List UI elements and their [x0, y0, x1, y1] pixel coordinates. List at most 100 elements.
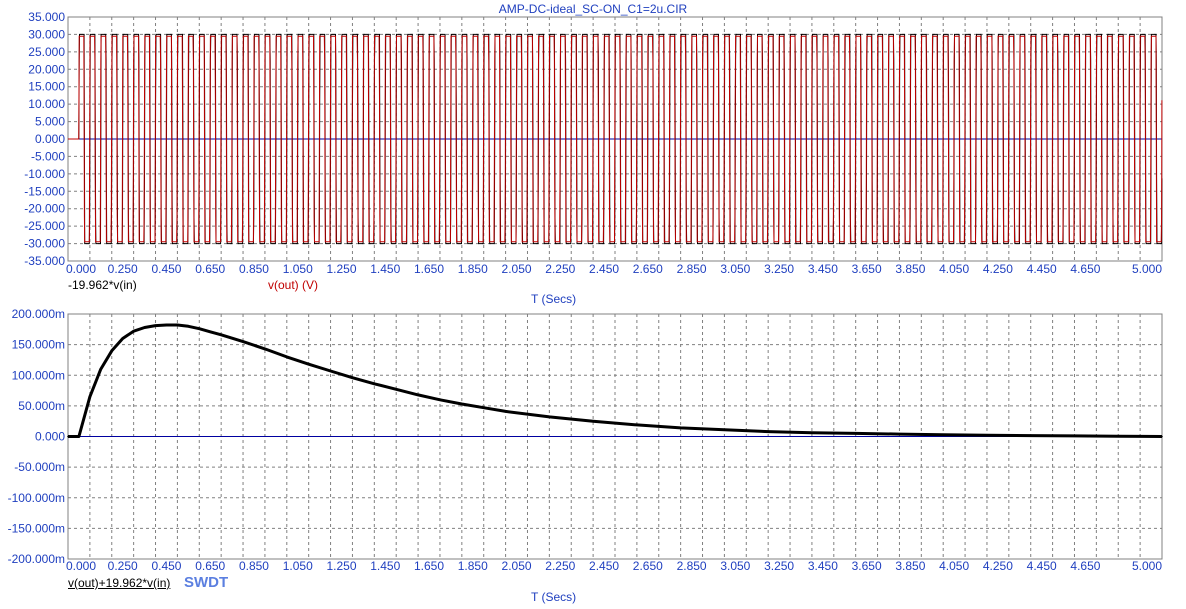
x-tick-label: 0.850 — [239, 559, 269, 573]
x-tick-label: 1.450 — [370, 559, 400, 573]
y-tick-label: 10.000 — [28, 97, 65, 111]
x-tick-label: 1.650 — [414, 559, 444, 573]
data-point — [67, 435, 69, 438]
x-tick-label: 0.000 — [66, 559, 96, 573]
x-tick-label: 2.850 — [677, 559, 707, 573]
x-tick-label: 0.000 — [66, 262, 96, 276]
x-tick-label: 3.850 — [895, 262, 925, 276]
data-point — [100, 368, 102, 370]
x-tick-label: 1.250 — [326, 559, 356, 573]
y-tick-label: -30.000 — [24, 237, 65, 251]
y-tick-label: -10.000 — [24, 167, 65, 181]
legend-gain-in: -19.962*v(in) — [68, 278, 137, 292]
y-tick-label: 15.000 — [28, 80, 65, 94]
x-tick-label: 3.650 — [852, 262, 882, 276]
y-tick-label: -5.000 — [31, 149, 65, 163]
data-point — [1161, 435, 1163, 438]
y-tick-label: -20.000 — [24, 202, 65, 216]
x-tick-label: 2.650 — [633, 262, 663, 276]
x-tick-label: 2.250 — [545, 559, 575, 573]
x-tick-label: 4.250 — [983, 559, 1013, 573]
data-point — [636, 424, 638, 426]
x-tick-label: 1.450 — [370, 262, 400, 276]
y-tick-label: -35.000 — [24, 254, 65, 268]
x-tick-label: 2.450 — [589, 559, 619, 573]
y-tick-label: 30.000 — [28, 27, 65, 41]
y-tick-label: -15.000 — [24, 184, 65, 198]
x-tick-label: 4.050 — [939, 559, 969, 573]
top-chart: 35.000 30.000 25.000 20.000 15.000 10.000 5.00… — [24, 10, 1163, 276]
data-point — [395, 388, 398, 391]
series-vout — [68, 35, 1163, 243]
x-tick-label: 4.050 — [939, 262, 969, 276]
data-point — [942, 433, 944, 436]
data-point — [482, 406, 485, 409]
x-tick-label: 2.450 — [589, 262, 619, 276]
x-tick-label: 5.000 — [1132, 262, 1162, 276]
data-point — [176, 324, 179, 326]
y-tick-label: 0.000 — [35, 132, 65, 146]
x-tick-label: 0.450 — [151, 559, 181, 573]
x-tick-label: 0.850 — [239, 262, 269, 276]
x-tick-label: 1.850 — [458, 559, 488, 573]
x-tick-label: 2.250 — [545, 262, 575, 276]
y-tick-label: 100.000m — [12, 368, 65, 382]
data-point — [307, 363, 310, 366]
y-tick-label: 150.000m — [12, 338, 65, 352]
y-tick-label: 0.000 — [35, 430, 65, 444]
x-tick-label: 2.850 — [677, 262, 707, 276]
data-point — [209, 330, 212, 333]
x-tick-label: 3.450 — [808, 559, 838, 573]
x-tick-label: 2.650 — [633, 559, 663, 573]
x-tick-label: 4.450 — [1027, 559, 1057, 573]
x-tick-label: 0.650 — [195, 262, 225, 276]
bottom-chart: 200.000m 150.000m 100.000m 50.000m 0.000 -50.… — [8, 307, 1163, 573]
data-point — [811, 432, 813, 434]
x-tick-label: 1.050 — [283, 262, 313, 276]
legend-vout: v(out) (V) — [268, 278, 319, 292]
x-tick-label: 1.650 — [414, 262, 444, 276]
x-tick-label: 4.650 — [1070, 262, 1100, 276]
x-tick-label: 3.250 — [764, 262, 794, 276]
x-tick-label: 1.050 — [283, 559, 313, 573]
data-point — [767, 430, 769, 433]
x-tick-label: 1.850 — [458, 262, 488, 276]
data-point — [187, 325, 190, 328]
data-point — [986, 434, 988, 437]
x-axis-label-bottom: T (Secs) — [531, 590, 577, 604]
x-tick-label: 3.450 — [808, 262, 838, 276]
data-point — [143, 326, 146, 329]
data-point — [165, 324, 168, 326]
x-tick-label: 1.250 — [326, 262, 356, 276]
data-point — [154, 324, 157, 327]
data-point — [439, 398, 441, 401]
data-point — [89, 395, 91, 398]
data-point — [132, 330, 135, 332]
x-tick-label: 0.250 — [108, 559, 138, 573]
x-tick-label: 3.250 — [764, 559, 794, 573]
x-tick-label: 4.450 — [1027, 262, 1057, 276]
data-point — [1029, 434, 1032, 437]
data-point — [220, 334, 222, 336]
data-point — [121, 337, 124, 340]
x-tick-label: 0.650 — [195, 559, 225, 573]
x-tick-label: 5.000 — [1132, 559, 1162, 573]
data-point — [592, 420, 594, 422]
legend-diff: v(out)+19.962*v(in) — [68, 576, 171, 590]
x-tick-label: 0.450 — [151, 262, 181, 276]
x-tick-label: 4.250 — [983, 262, 1013, 276]
data-point — [461, 403, 463, 405]
y-tick-label: -200.000m — [8, 552, 65, 566]
data-point — [679, 427, 682, 429]
y-tick-label: 35.000 — [28, 10, 65, 24]
y-tick-label: 20.000 — [28, 62, 65, 76]
y-tick-label: -50.000m — [14, 460, 65, 474]
data-point — [110, 349, 113, 352]
data-point — [78, 435, 80, 438]
x-axis-label-top: T (Secs) — [531, 292, 577, 306]
data-point — [548, 416, 551, 418]
x-tick-label: 4.650 — [1070, 559, 1100, 573]
x-tick-label: 2.050 — [502, 262, 532, 276]
data-point — [898, 433, 901, 435]
